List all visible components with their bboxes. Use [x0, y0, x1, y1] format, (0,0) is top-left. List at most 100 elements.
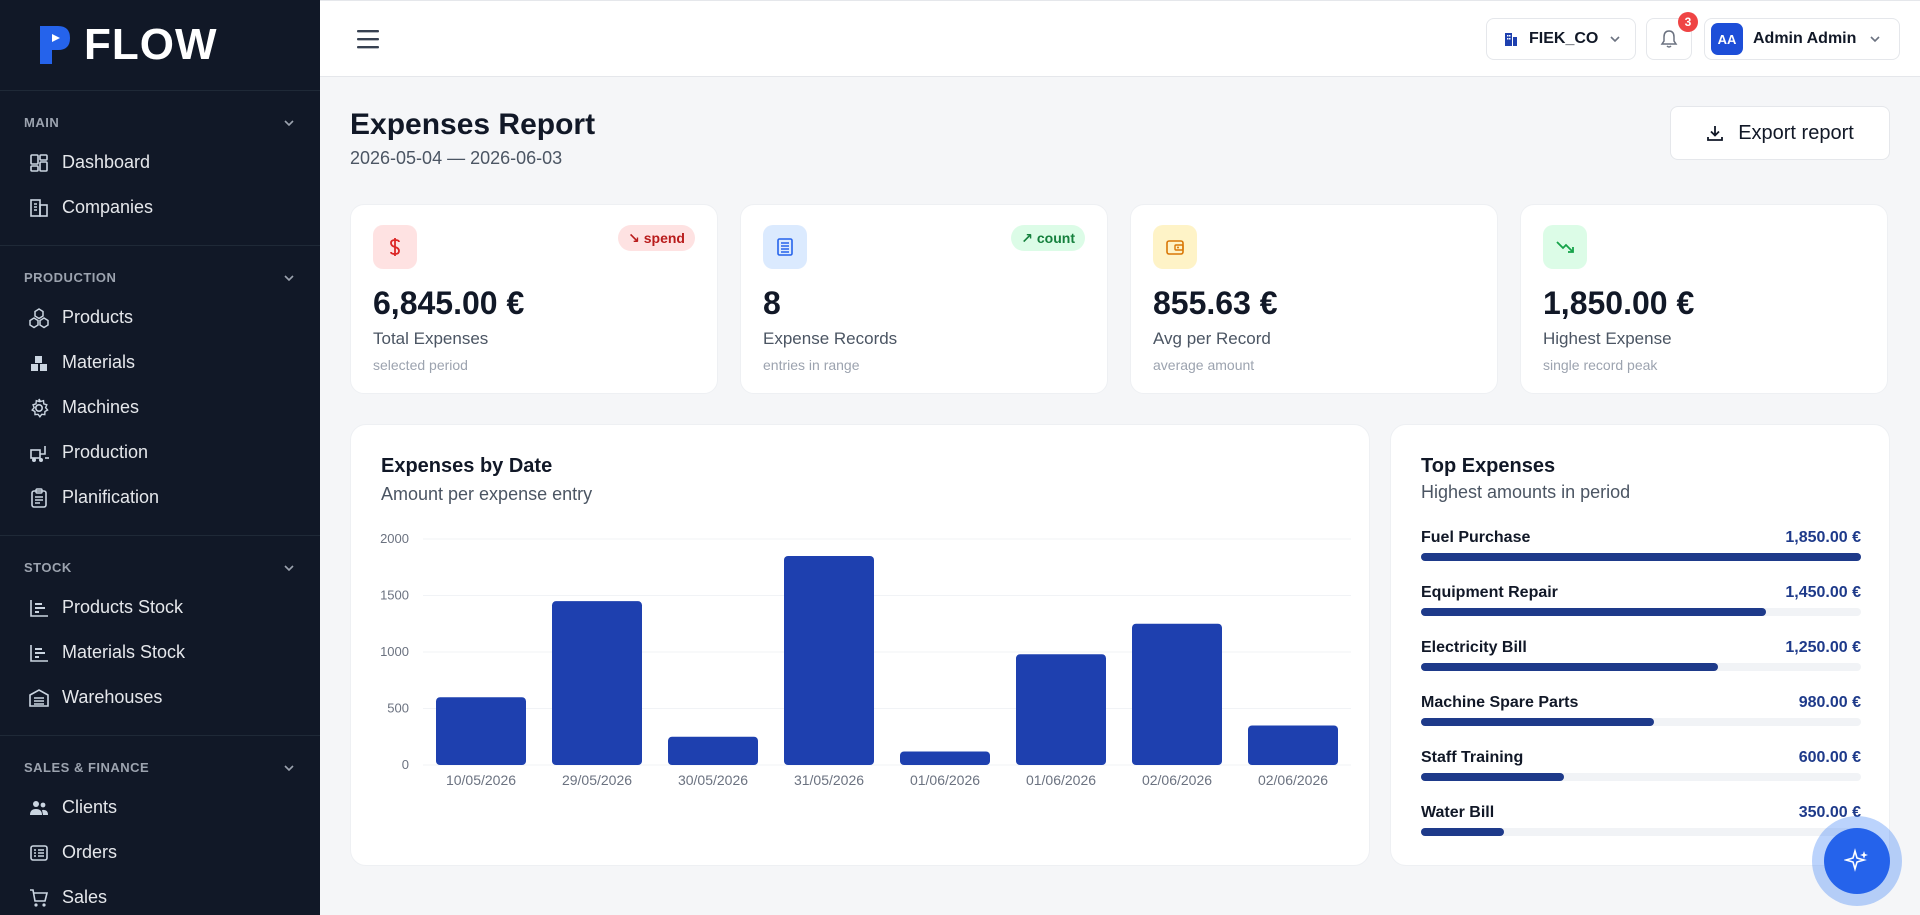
chevron-down-icon — [284, 274, 294, 281]
kpi-value: 855.63 € — [1153, 285, 1278, 321]
top-expense-bar-track — [1421, 828, 1861, 836]
x-tick-label: 30/05/2026 — [678, 772, 748, 788]
expenses-by-date-card: Expenses by Date Amount per expense entr… — [350, 424, 1370, 866]
ai-assistant-button[interactable] — [1812, 816, 1902, 906]
x-tick-label: 10/05/2026 — [446, 772, 516, 788]
top-expense-value: 980.00 € — [1798, 694, 1861, 711]
warehouse-icon — [29, 688, 49, 707]
flow-logo-icon — [40, 26, 70, 64]
chart-bar — [1016, 654, 1106, 765]
hamburger-menu-icon[interactable] — [356, 28, 380, 50]
bar-stock-icon — [30, 644, 48, 662]
top-expense-item: Machine Spare Parts 980.00 € — [1421, 694, 1861, 740]
top-expense-bar-fill — [1421, 663, 1718, 671]
brand-name: FLOW — [84, 20, 218, 69]
notifications-button[interactable] — [1646, 18, 1692, 60]
sidebar-section-title: STOCK — [24, 560, 72, 575]
top-expense-value: 350.00 € — [1798, 804, 1861, 821]
top-expenses-title: Top Expenses — [1421, 455, 1556, 477]
sidebar-item-label: Materials — [62, 352, 136, 372]
chart-bar — [1248, 725, 1338, 765]
kpi-card: ↗ count 8 Expense Records entries in range — [740, 204, 1108, 394]
sidebar-item-label: Orders — [62, 842, 118, 862]
chart-bar — [1132, 623, 1222, 765]
sidebar-item-label: Planification — [62, 487, 160, 507]
sidebar-item-sales[interactable]: Sales — [0, 875, 320, 915]
chevron-down-icon — [284, 119, 294, 126]
kpi-label: Total Expenses — [373, 329, 489, 348]
chevron-down-icon — [1870, 36, 1880, 43]
sidebar-section-header[interactable]: SALES & FINANCE — [0, 750, 320, 785]
sparkles-icon — [1844, 848, 1868, 872]
y-tick-label: 1000 — [380, 644, 409, 659]
top-expense-item: Electricity Bill 1,250.00 € — [1421, 639, 1861, 685]
y-tick-label: 1500 — [380, 588, 409, 603]
chevron-down-icon — [284, 564, 294, 571]
sidebar-section-header[interactable]: PRODUCTION — [0, 260, 320, 295]
sidebar-item-companies[interactable]: Companies — [0, 185, 320, 230]
top-expense-value: 600.00 € — [1798, 749, 1861, 766]
x-tick-label: 31/05/2026 — [794, 772, 864, 788]
sidebar-item-label: Companies — [62, 197, 154, 217]
kpi-sublabel: average amount — [1153, 357, 1255, 373]
kpi-value: 8 — [763, 285, 781, 321]
sidebar-item-label: Materials Stock — [62, 642, 186, 662]
chevron-down-icon — [1610, 36, 1620, 43]
download-icon — [1707, 126, 1724, 141]
sidebar-item-products-stock[interactable]: Products Stock — [0, 585, 320, 630]
sidebar-section: SALES & FINANCE Clients Orders Sales — [0, 750, 320, 915]
notification-count-badge: 3 — [1678, 12, 1698, 32]
sidebar-item-planification[interactable]: Planification — [0, 475, 320, 520]
top-expense-name: Staff Training — [1421, 749, 1524, 766]
sidebar-item-label: Production — [62, 442, 149, 462]
export-report-button[interactable]: Export report — [1670, 106, 1890, 160]
sidebar-item-clients[interactable]: Clients — [0, 785, 320, 830]
x-tick-label: 29/05/2026 — [562, 772, 632, 788]
x-tick-label: 01/06/2026 — [910, 772, 980, 788]
top-expense-item: Water Bill 350.00 € — [1421, 804, 1861, 850]
top-expense-item: Staff Training 600.00 € — [1421, 749, 1861, 795]
sidebar-section-header[interactable]: STOCK — [0, 550, 320, 585]
list-icon — [777, 238, 793, 256]
company-selector[interactable]: FIEK_CO — [1486, 18, 1636, 60]
sidebar-item-machines[interactable]: Machines — [0, 385, 320, 430]
kpi-card: ↘ spend 6,845.00 € Total Expenses selected … — [350, 204, 718, 394]
sidebar-section-title: MAIN — [24, 115, 60, 130]
top-expense-name: Fuel Purchase — [1421, 529, 1531, 546]
kpi-icon-box — [373, 225, 417, 269]
sidebar-item-materials[interactable]: Materials — [0, 340, 320, 385]
materials-icon — [31, 355, 47, 371]
top-expense-value: 1,450.00 € — [1785, 584, 1861, 601]
orders-icon — [30, 844, 48, 861]
sidebar-item-materials-stock[interactable]: Materials Stock — [0, 630, 320, 675]
top-expenses-card: Top Expenses Highest amounts in period F… — [1390, 424, 1890, 866]
sidebar-item-dashboard[interactable]: Dashboard — [0, 140, 320, 185]
sidebar-item-label: Dashboard — [62, 152, 151, 172]
top-expense-name: Machine Spare Parts — [1421, 694, 1579, 711]
sidebar-section-title: SALES & FINANCE — [24, 760, 150, 775]
clipboard-icon — [31, 487, 47, 508]
bar-stock-icon — [30, 599, 48, 617]
y-tick-label: 2000 — [380, 531, 409, 546]
sidebar-item-products[interactable]: Products — [0, 295, 320, 340]
sidebar-item-label: Clients — [62, 797, 118, 817]
wallet-icon — [1166, 240, 1184, 255]
kpi-sublabel: entries in range — [763, 357, 860, 373]
sidebar-item-orders[interactable]: Orders — [0, 830, 320, 875]
sidebar-item-production[interactable]: Production — [0, 430, 320, 475]
top-expense-item: Fuel Purchase 1,850.00 € — [1421, 529, 1861, 575]
top-expense-bar-fill — [1421, 718, 1654, 726]
x-tick-label: 02/06/2026 — [1142, 772, 1212, 788]
sidebar: FLOW MAIN Dashboard Companies PRODUCTION Pro… — [0, 0, 320, 915]
topbar: FIEK_CO 3 AA Admin Admin — [320, 0, 1920, 77]
brand-logo[interactable]: FLOW — [0, 0, 320, 91]
sidebar-item-warehouses[interactable]: Warehouses — [0, 675, 320, 720]
user-name: Admin Admin — [1753, 30, 1857, 47]
kpi-value: 1,850.00 € — [1543, 285, 1695, 321]
x-tick-label: 02/06/2026 — [1258, 772, 1328, 788]
user-menu[interactable]: AA Admin Admin — [1704, 18, 1900, 60]
sidebar-section-header[interactable]: MAIN — [0, 105, 320, 140]
kpi-icon-box — [763, 225, 807, 269]
chart-bar — [784, 555, 874, 765]
dashboard-icon — [30, 153, 48, 172]
